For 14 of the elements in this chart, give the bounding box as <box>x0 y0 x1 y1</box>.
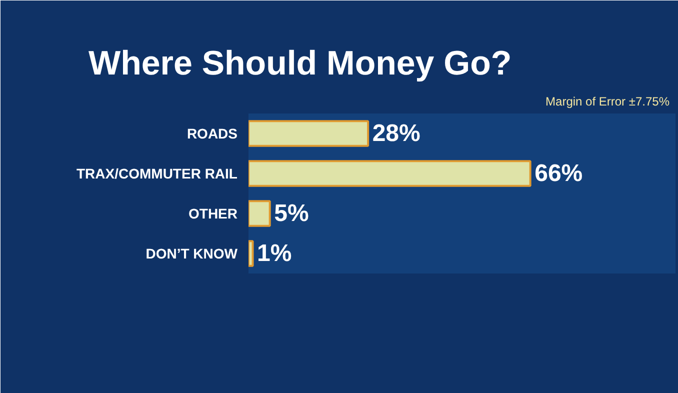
y-tick-label: DON’T KNOW <box>146 246 238 262</box>
y-tick-label: ROADS <box>186 126 238 142</box>
data-label: 28% <box>372 120 420 147</box>
bar <box>248 160 532 187</box>
y-tick-label: TRAX/COMMUTER RAIL <box>76 166 238 182</box>
text: Margin of Error ±7.75% <box>546 94 670 108</box>
bar <box>248 200 271 227</box>
chart-title: Where Should Money Go? <box>88 44 512 82</box>
data-label: 66% <box>534 160 583 187</box>
data-label: 1% <box>257 240 292 267</box>
bar <box>248 120 370 147</box>
y-tick-label: OTHER <box>188 206 238 222</box>
data-label: 5% <box>274 200 309 227</box>
bar <box>248 240 254 267</box>
